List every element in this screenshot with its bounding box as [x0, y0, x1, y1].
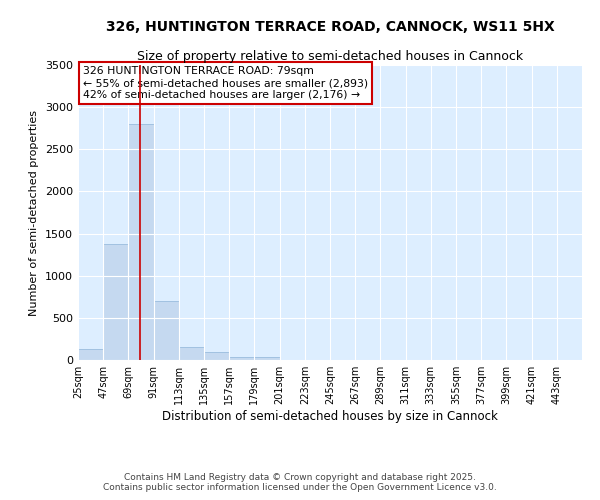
Bar [204, 352, 229, 360]
Text: 326, HUNTINGTON TERRACE ROAD, CANNOCK, WS11 5HX: 326, HUNTINGTON TERRACE ROAD, CANNOCK, W… [106, 20, 554, 34]
Bar [254, 358, 280, 360]
Bar [229, 356, 254, 360]
Bar [154, 301, 179, 360]
Text: Size of property relative to semi-detached houses in Cannock: Size of property relative to semi-detach… [137, 50, 523, 63]
X-axis label: Distribution of semi-detached houses by size in Cannock: Distribution of semi-detached houses by … [162, 410, 498, 423]
Text: Contains HM Land Registry data © Crown copyright and database right 2025.
Contai: Contains HM Land Registry data © Crown c… [103, 473, 497, 492]
Bar [103, 244, 128, 360]
Bar [179, 346, 204, 360]
Bar [128, 124, 154, 360]
Text: 326 HUNTINGTON TERRACE ROAD: 79sqm
← 55% of semi-detached houses are smaller (2,: 326 HUNTINGTON TERRACE ROAD: 79sqm ← 55%… [83, 66, 368, 100]
Y-axis label: Number of semi-detached properties: Number of semi-detached properties [29, 110, 40, 316]
Bar [78, 349, 103, 360]
